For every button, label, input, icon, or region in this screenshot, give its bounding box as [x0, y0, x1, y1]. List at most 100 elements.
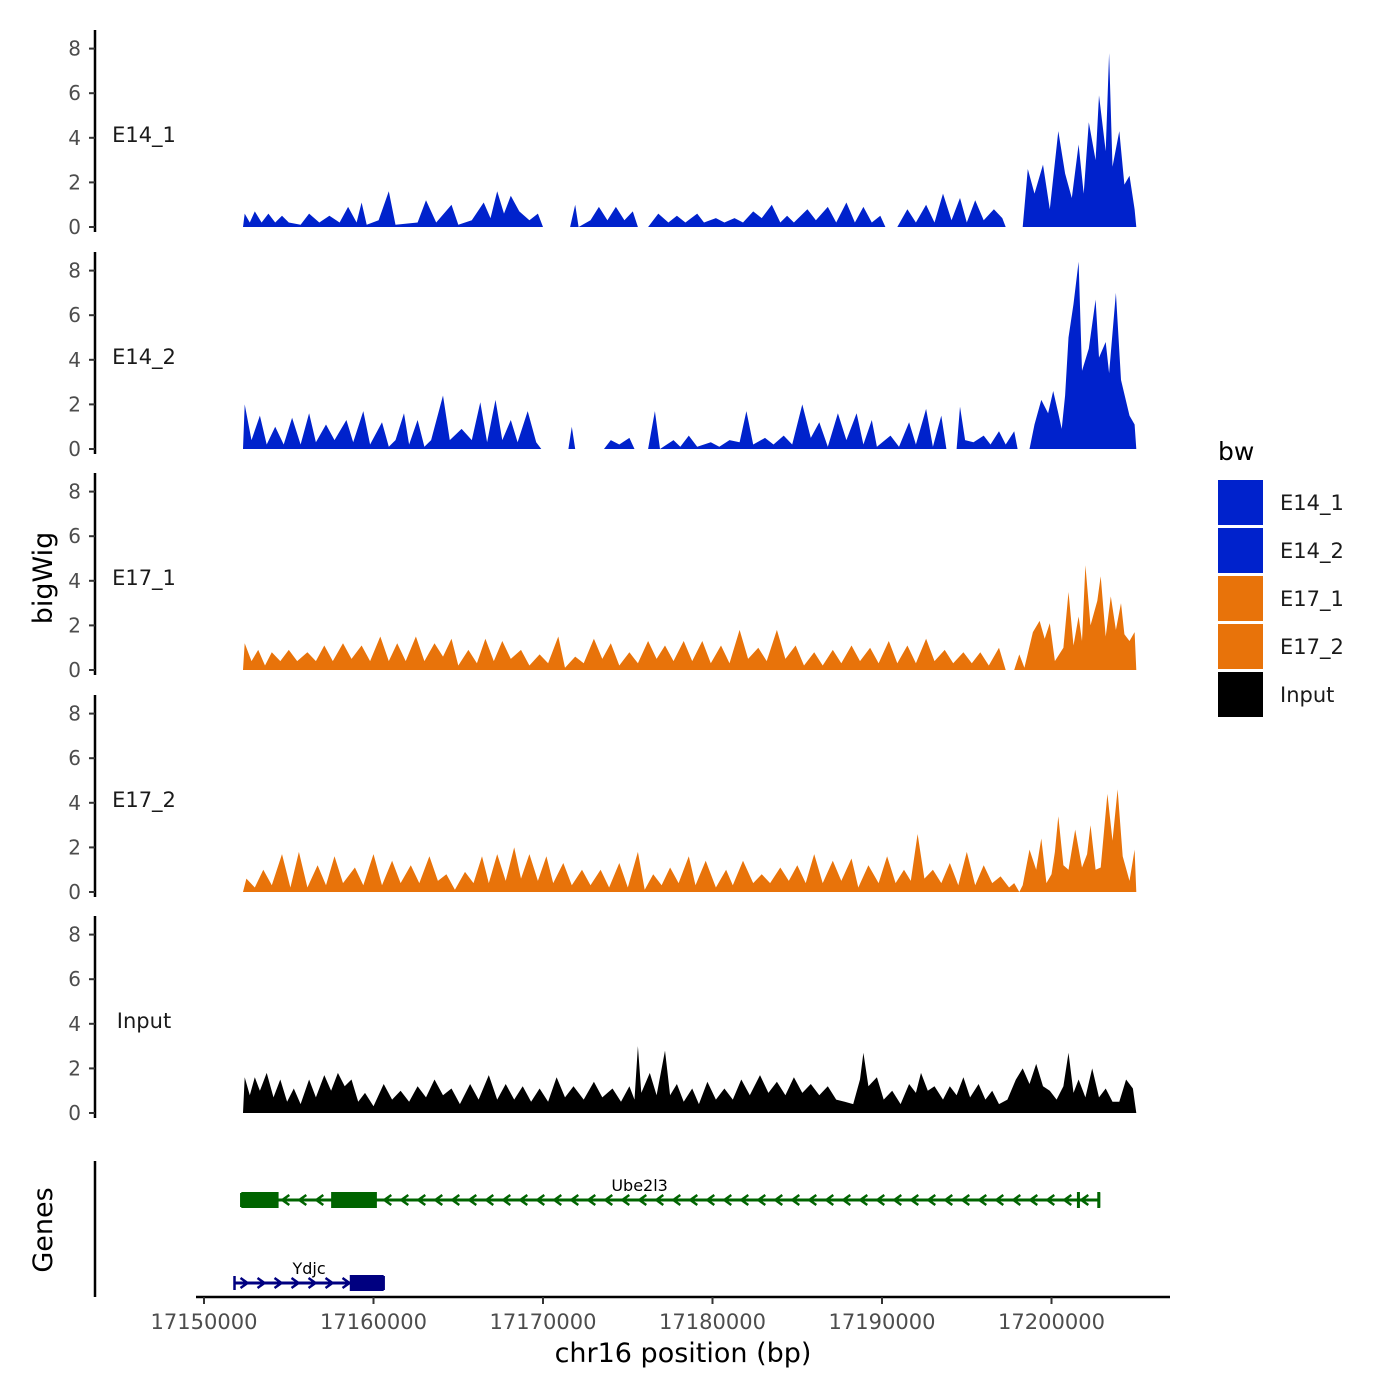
strand-chevron — [875, 1193, 886, 1207]
x-tick-label: 17170000 — [490, 1310, 597, 1334]
strand-chevron — [297, 1193, 308, 1207]
strand-chevron — [960, 1193, 971, 1207]
track-panel-e14-2: 0 2 4 6 8 E14_2 — [68, 252, 1137, 461]
strand-chevron — [501, 1193, 512, 1207]
y-axis-title: bigWig — [28, 532, 59, 625]
strand-chevron — [637, 1193, 648, 1207]
signal-area-e14-2 — [243, 261, 1137, 449]
track-label: E14_2 — [112, 345, 176, 370]
strand-chevron — [654, 1193, 665, 1207]
y-tick-label: 8 — [68, 259, 81, 283]
x-tick-label: 17150000 — [151, 1310, 258, 1334]
gene-label: Ube2l3 — [611, 1176, 668, 1195]
signal-area-e17-2 — [243, 789, 1137, 892]
gene-exon — [349, 1275, 384, 1291]
strand-chevron — [909, 1193, 920, 1207]
y-tick-label: 6 — [68, 524, 81, 548]
legend-label: E14_2 — [1280, 539, 1344, 564]
strand-chevron — [307, 1276, 318, 1290]
strand-chevron — [994, 1193, 1005, 1207]
track-label: E14_1 — [112, 123, 176, 148]
strand-chevron — [586, 1193, 597, 1207]
track-label: Input — [117, 1009, 171, 1033]
strand-chevron — [824, 1193, 835, 1207]
strand-chevron — [569, 1193, 580, 1207]
strand-chevron — [314, 1193, 325, 1207]
strand-chevron — [273, 1276, 284, 1290]
gene-ube2l3: Ube2l3 — [240, 1176, 1101, 1208]
y-tick-label: 6 — [68, 81, 81, 105]
strand-chevron — [399, 1193, 410, 1207]
track-label: E17_1 — [112, 566, 176, 591]
signal-area-e14-1 — [243, 53, 1137, 227]
legend-swatch — [1218, 624, 1263, 669]
gene-label: Ydjc — [292, 1259, 326, 1278]
y-tick-label: 2 — [68, 613, 81, 637]
gene-exon — [241, 1192, 279, 1208]
x-axis: 17150000 17160000 17170000 17180000 17190000… — [151, 1295, 1170, 1334]
strand-chevron — [977, 1193, 988, 1207]
y-tick-label: 4 — [68, 348, 81, 372]
gene-exon — [1076, 1192, 1080, 1208]
track-panel-e14-1: 0 2 4 6 8 E14_1 — [68, 30, 1137, 239]
track-label: E17_2 — [112, 788, 176, 813]
y-tick-label: 2 — [68, 170, 81, 194]
legend-label: E14_1 — [1280, 491, 1344, 516]
strand-chevron — [620, 1193, 631, 1207]
y-tick-label: 0 — [68, 215, 81, 239]
strand-chevron — [790, 1193, 801, 1207]
strand-chevron — [450, 1193, 461, 1207]
track-panel-e17-1: 0 2 4 6 8 E17_1 — [68, 473, 1137, 682]
x-tick-label: 17180000 — [659, 1310, 766, 1334]
strand-chevron — [926, 1193, 937, 1207]
x-axis-title: chr16 position (bp) — [555, 1338, 812, 1369]
y-tick-label: 4 — [68, 126, 81, 150]
strand-chevron — [773, 1193, 784, 1207]
y-tick-label: 8 — [68, 480, 81, 504]
y-tick-label: 8 — [68, 923, 81, 947]
strand-chevron — [256, 1276, 267, 1290]
track-panel-input: 0 2 4 6 8 Input — [68, 916, 1137, 1125]
strand-chevron — [324, 1276, 335, 1290]
strand-chevron — [943, 1193, 954, 1207]
strand-chevron — [756, 1193, 767, 1207]
y-tick-label: 4 — [68, 791, 81, 815]
strand-chevron — [1045, 1193, 1056, 1207]
strand-chevron — [341, 1276, 352, 1290]
y-tick-label: 6 — [68, 746, 81, 770]
strand-chevron — [705, 1193, 716, 1207]
signal-area-e17-1 — [243, 565, 1137, 670]
x-tick-label: 17200000 — [998, 1310, 1105, 1334]
x-tick-label: 17190000 — [829, 1310, 936, 1334]
strand-chevron — [841, 1193, 852, 1207]
strand-chevron — [280, 1193, 291, 1207]
legend-swatch — [1218, 576, 1263, 621]
strand-chevron — [739, 1193, 750, 1207]
legend-title: bw — [1218, 437, 1254, 466]
y-tick-label: 0 — [68, 658, 81, 682]
signal-area-input — [243, 1046, 1137, 1113]
strand-chevron — [1062, 1193, 1073, 1207]
legend-swatch — [1218, 528, 1263, 573]
legend-label: E17_2 — [1280, 635, 1344, 660]
legend: bw E14_1 E14_2 E17_1 E17_2 Input — [1218, 437, 1344, 717]
genes-axis-title: Genes — [28, 1187, 59, 1272]
strand-chevron — [239, 1276, 250, 1290]
y-tick-label: 8 — [68, 702, 81, 726]
strand-chevron — [671, 1193, 682, 1207]
strand-chevron — [433, 1193, 444, 1207]
strand-chevron — [552, 1193, 563, 1207]
legend-label: Input — [1280, 683, 1334, 707]
y-tick-label: 0 — [68, 437, 81, 461]
strand-chevron — [382, 1193, 393, 1207]
strand-chevron — [290, 1276, 301, 1290]
y-tick-label: 6 — [68, 303, 81, 327]
y-tick-label: 2 — [68, 392, 81, 416]
strand-chevron — [1028, 1193, 1039, 1207]
x-tick-label: 17160000 — [320, 1310, 427, 1334]
y-tick-label: 2 — [68, 835, 81, 859]
strand-chevron — [858, 1193, 869, 1207]
strand-chevron — [892, 1193, 903, 1207]
